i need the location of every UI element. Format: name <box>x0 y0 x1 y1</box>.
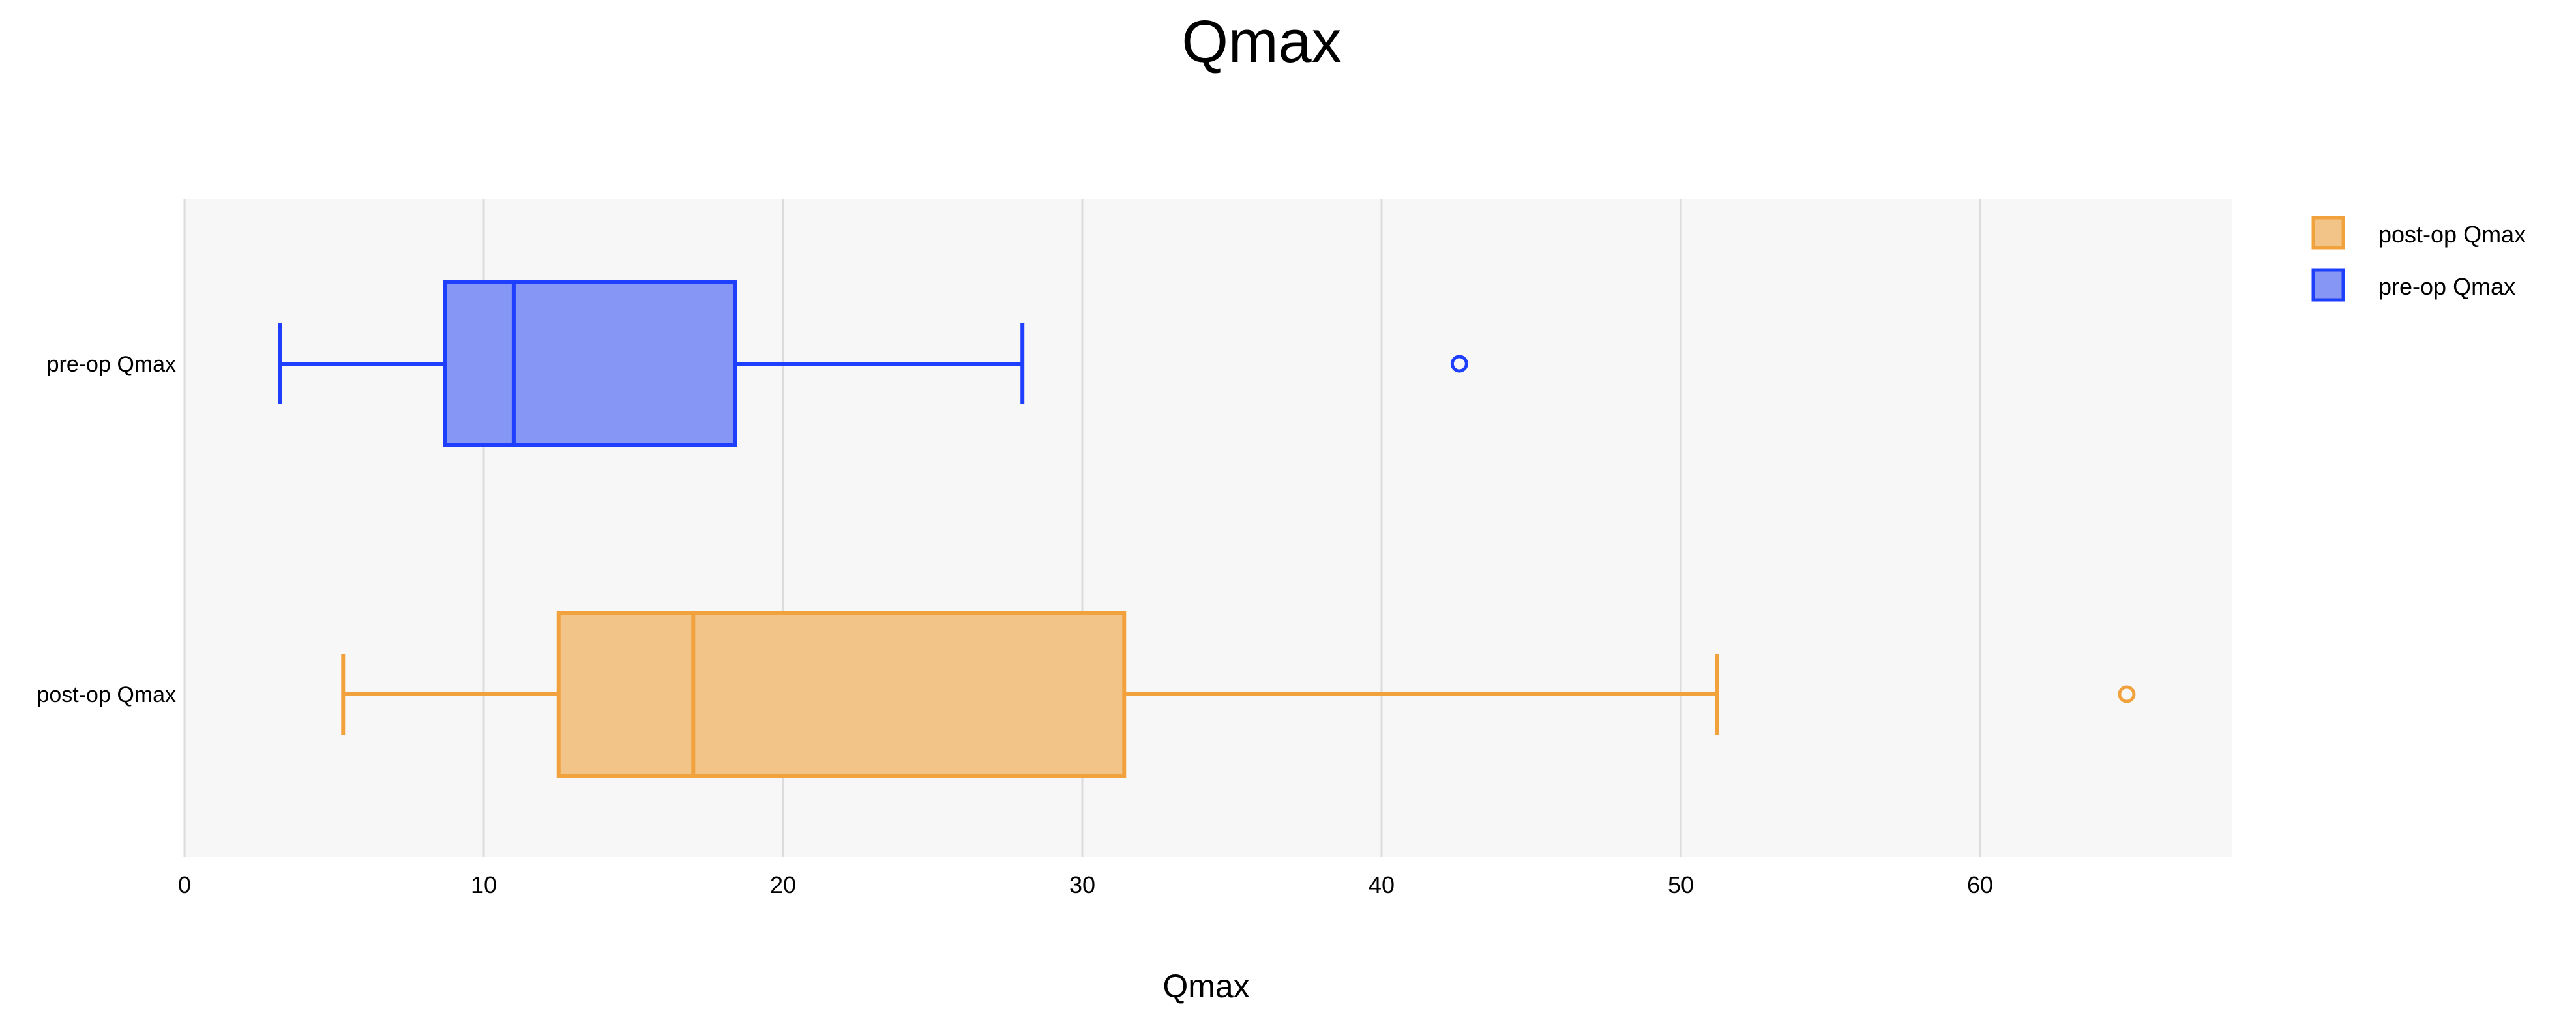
x-tick-label-10: 10 <box>471 872 497 898</box>
x-tick-label-0: 0 <box>178 872 191 898</box>
iqr-box <box>556 611 1127 778</box>
legend: post-op Qmax pre-op Qmax <box>2311 216 2526 302</box>
legend-swatch-0 <box>2311 216 2345 250</box>
x-tick-label-50: 50 <box>1668 872 1694 898</box>
x-axis-ticks: 0 10 20 30 40 50 60 <box>178 872 1993 898</box>
outlier-point-0 <box>1450 355 1468 373</box>
legend-label-0: post-op Qmax <box>2378 221 2526 248</box>
y-category-label-1: post-op Qmax <box>37 682 176 707</box>
box-series-1 <box>341 611 2136 778</box>
y-axis-categories: pre-op Qmax post-op Qmax <box>37 352 176 707</box>
x-tick-label-30: 30 <box>1069 872 1095 898</box>
x-tick-label-40: 40 <box>1369 872 1395 898</box>
box-series-0 <box>278 280 1468 447</box>
outlier-point-0 <box>2118 685 2136 703</box>
chart-title: Qmax <box>1181 8 1341 75</box>
box-series <box>278 280 2136 778</box>
y-category-label-0: pre-op Qmax <box>47 352 176 377</box>
x-tick-label-20: 20 <box>770 872 796 898</box>
x-tick-label-60: 60 <box>1967 872 1993 898</box>
x-axis-label: Qmax <box>1162 968 1249 1004</box>
legend-label-1: pre-op Qmax <box>2378 273 2515 300</box>
iqr-box <box>443 280 737 447</box>
legend-swatch-1 <box>2311 268 2345 302</box>
